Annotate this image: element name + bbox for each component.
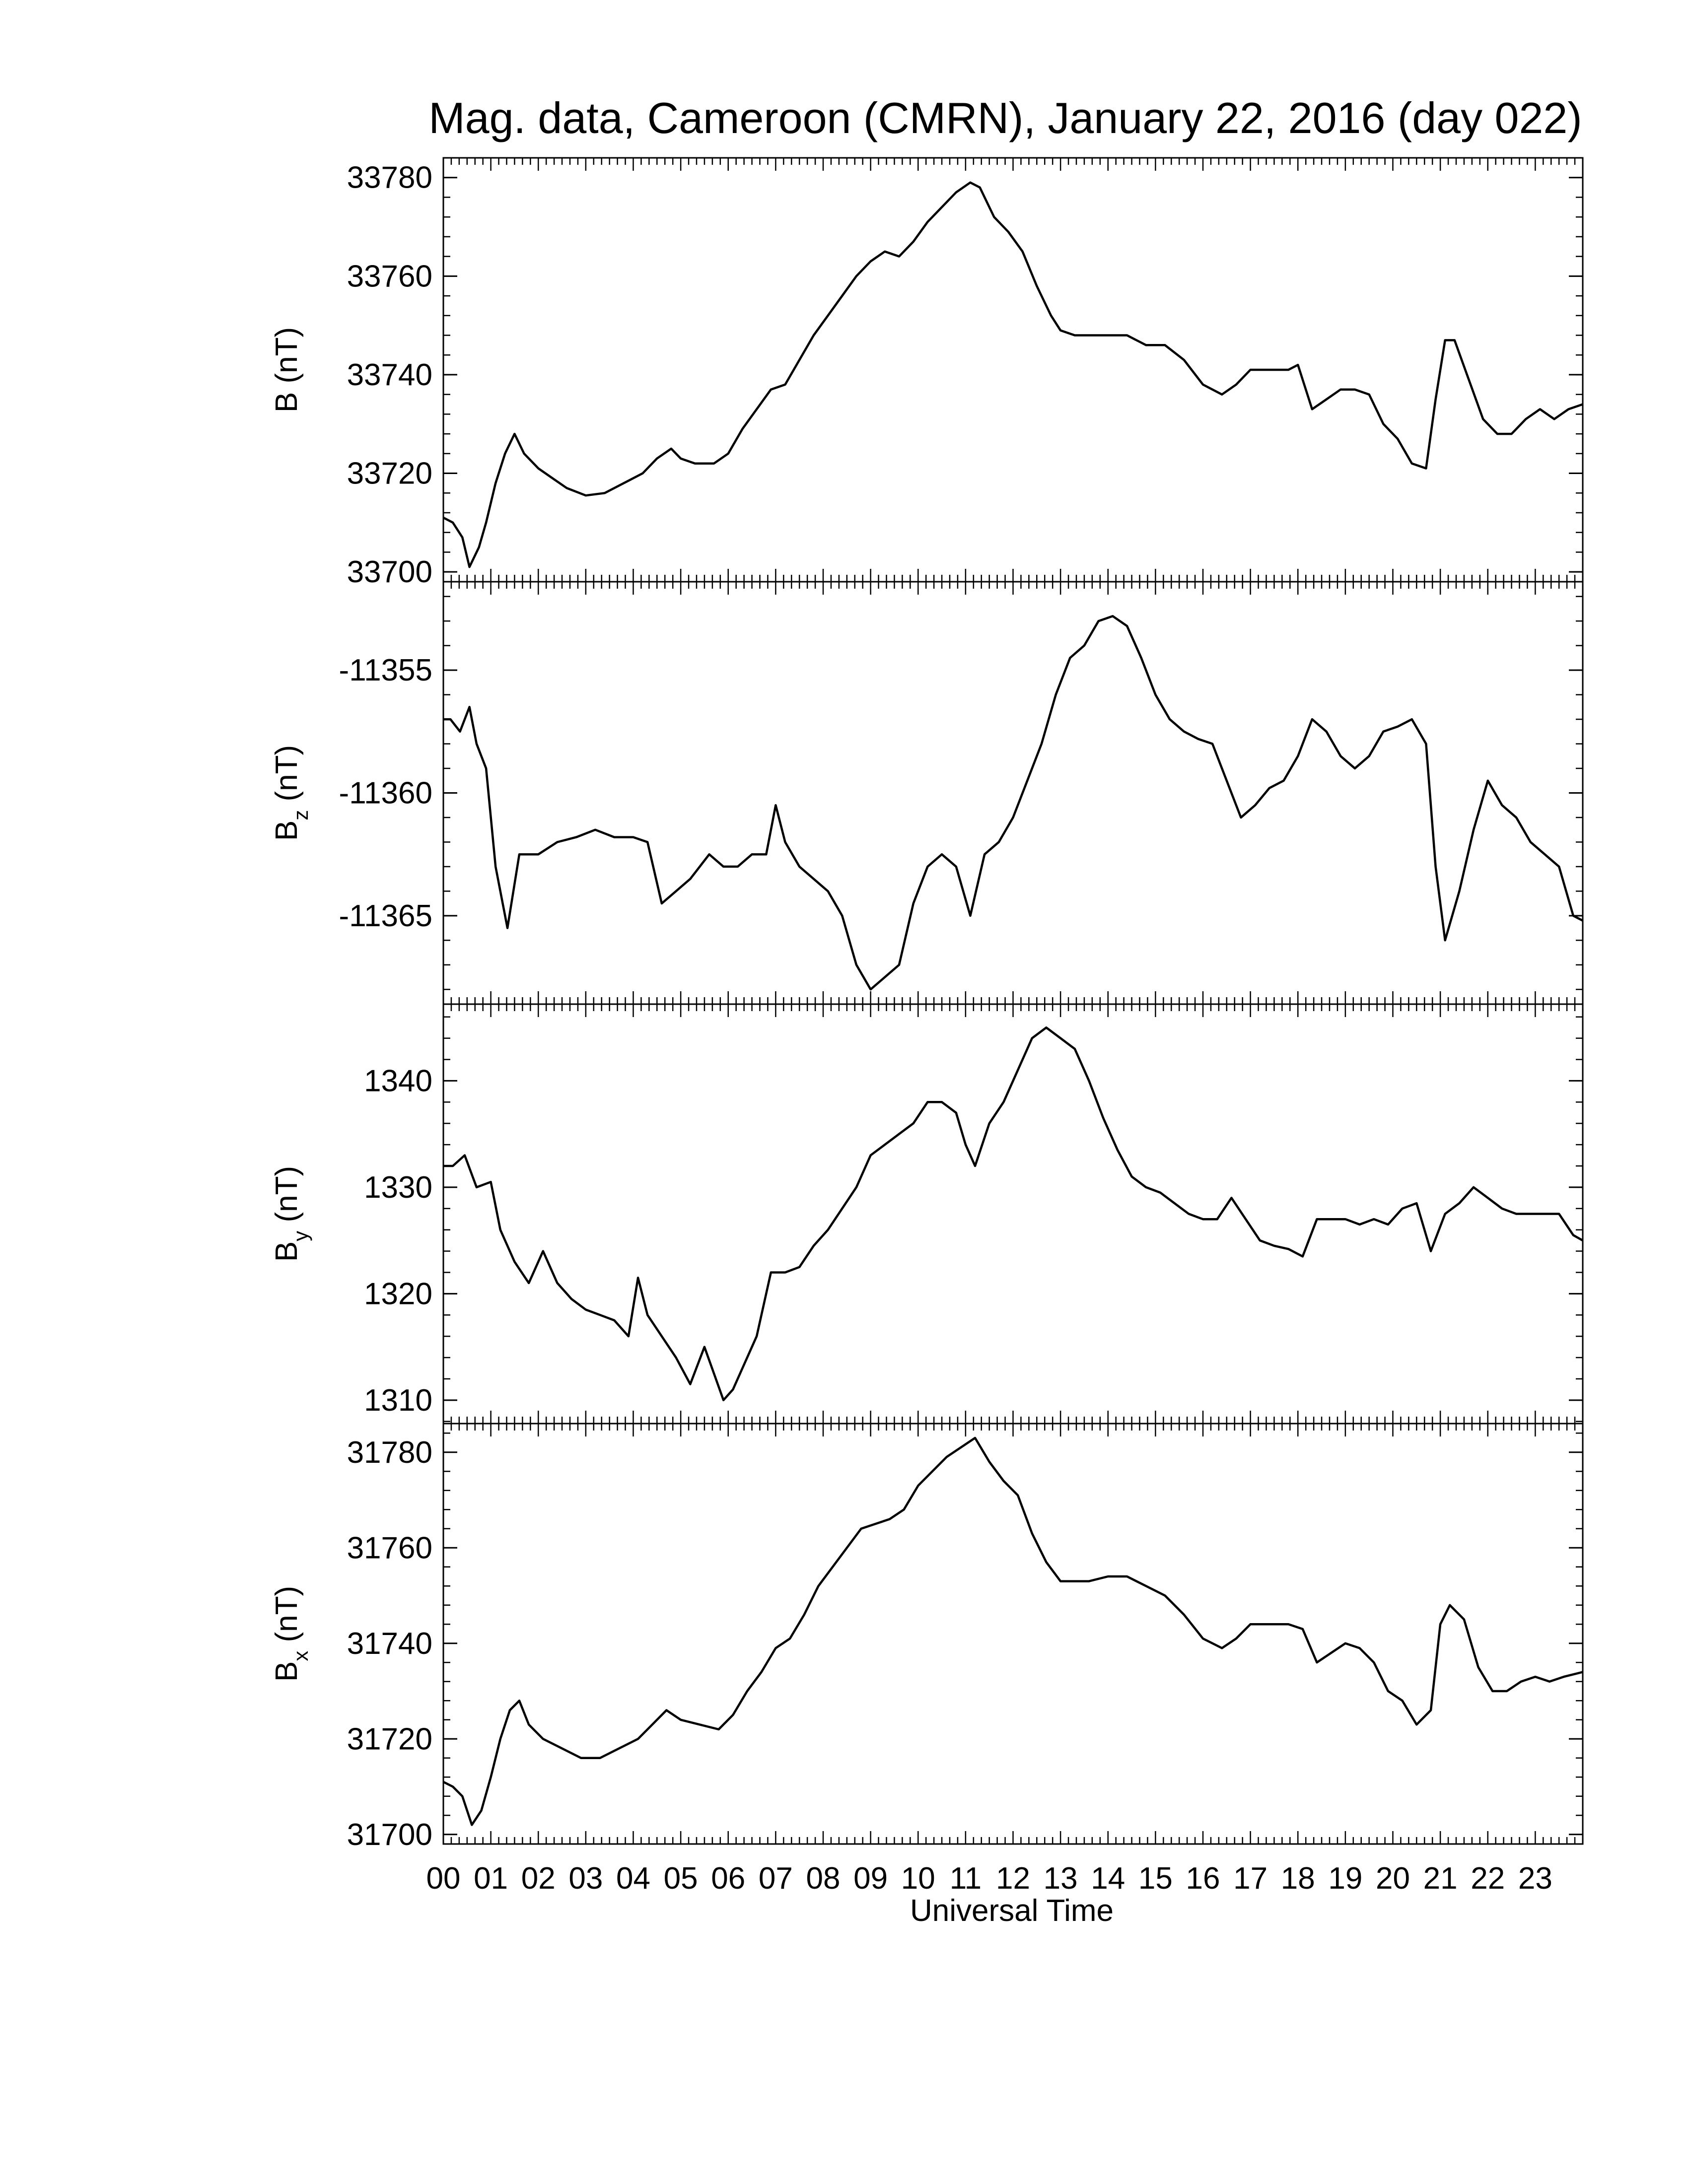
y-tick-label: 33780 <box>347 161 432 195</box>
series-line-B <box>442 181 1583 568</box>
x-tick-label: 11 <box>950 1861 982 1896</box>
y-tick-label: 1310 <box>364 1383 432 1418</box>
x-tick-label: 17 <box>1233 1861 1267 1896</box>
panel-frame-B <box>442 157 1584 583</box>
x-tick-label: 18 <box>1281 1861 1315 1896</box>
y-axis-label-main: B <box>270 392 304 412</box>
x-tick-label: 12 <box>996 1861 1030 1896</box>
y-axis-label-unit: (nT) <box>270 327 304 392</box>
x-tick-label: 13 <box>1044 1861 1078 1896</box>
series-line-Bz <box>443 615 1584 991</box>
x-tick-label: 07 <box>759 1861 793 1896</box>
x-tick-label: 23 <box>1518 1861 1552 1896</box>
x-tick-label: 15 <box>1138 1861 1173 1896</box>
y-tick-label: 31760 <box>347 1531 432 1565</box>
chart-title: Mag. data, Cameroon (CMRN), January 22, … <box>428 93 1582 142</box>
y-axis-label-By: By (nT) <box>270 1166 312 1262</box>
y-axis-label-Bz: Bz (nT) <box>270 745 312 841</box>
y-axis-label-Bx: Bx (nT) <box>270 1586 312 1682</box>
y-axis-label-main: B <box>270 820 304 841</box>
x-tick-label: 21 <box>1423 1861 1458 1896</box>
panel-frame-By <box>442 1003 1584 1425</box>
y-tick-label: 31700 <box>347 1818 432 1852</box>
y-tick-label: 31780 <box>347 1435 432 1470</box>
y-axis-label-subscript: x <box>289 1651 312 1661</box>
x-tick-label: 00 <box>426 1861 461 1896</box>
x-tick-label: 09 <box>853 1861 888 1896</box>
x-tick-label: 10 <box>901 1861 935 1896</box>
series-line-Bx <box>442 1436 1583 1826</box>
x-tick-label: 14 <box>1091 1861 1125 1896</box>
y-tick-label: 1320 <box>364 1277 432 1311</box>
y-tick-label: 31740 <box>347 1627 432 1661</box>
y-axis-label-unit: (nT) <box>270 1586 304 1651</box>
x-tick-label: 04 <box>616 1861 650 1896</box>
x-tick-label: 22 <box>1471 1861 1505 1896</box>
y-tick-label: 1340 <box>364 1064 432 1098</box>
x-tick-label: 19 <box>1328 1861 1362 1896</box>
y-axis-label-subscript: z <box>289 810 312 820</box>
x-tick-label: 02 <box>521 1861 556 1896</box>
x-axis-label: Universal Time <box>910 1894 1114 1928</box>
y-axis-label-unit: (nT) <box>270 745 304 810</box>
y-tick-label: 1330 <box>364 1170 432 1205</box>
panels-group: 33700 33720 33740 33760 33780 B (nT) -11355 -11… <box>270 157 1584 1852</box>
x-tick-label: 03 <box>568 1861 603 1896</box>
x-tick-label: 05 <box>664 1861 698 1896</box>
y-tick-label: 33760 <box>347 259 432 293</box>
y-tick-label: 33700 <box>347 555 432 589</box>
x-tick-label: 01 <box>474 1861 508 1896</box>
panel-frame-Bz <box>442 581 1584 1005</box>
y-tick-label: 33740 <box>347 358 432 392</box>
x-tick-label: 16 <box>1186 1861 1220 1896</box>
y-axis-label-main: B <box>270 1241 304 1262</box>
x-tick-label: 20 <box>1376 1861 1410 1896</box>
y-tick-label: -11360 <box>339 776 432 811</box>
x-tick-label: 06 <box>711 1861 745 1896</box>
x-tick-label: 08 <box>806 1861 841 1896</box>
panel-frame-Bx <box>442 1423 1584 1845</box>
y-tick-label: 31720 <box>347 1722 432 1756</box>
y-axis-label-subscript: y <box>289 1231 312 1241</box>
y-axis-label-unit: (nT) <box>270 1166 304 1231</box>
y-axis-label-B: B (nT) <box>270 327 304 412</box>
y-tick-label: 33720 <box>347 457 432 491</box>
series-line-By <box>443 1026 1584 1402</box>
y-tick-label: -11365 <box>339 899 432 933</box>
y-tick-label: -11355 <box>339 653 432 687</box>
x-axis: 00 01 02 03 04 05 06 07 08 09 10 11 12 13 14 15 16 17 18 19… <box>426 1861 1552 1896</box>
y-axis-label-main: B <box>270 1661 304 1682</box>
